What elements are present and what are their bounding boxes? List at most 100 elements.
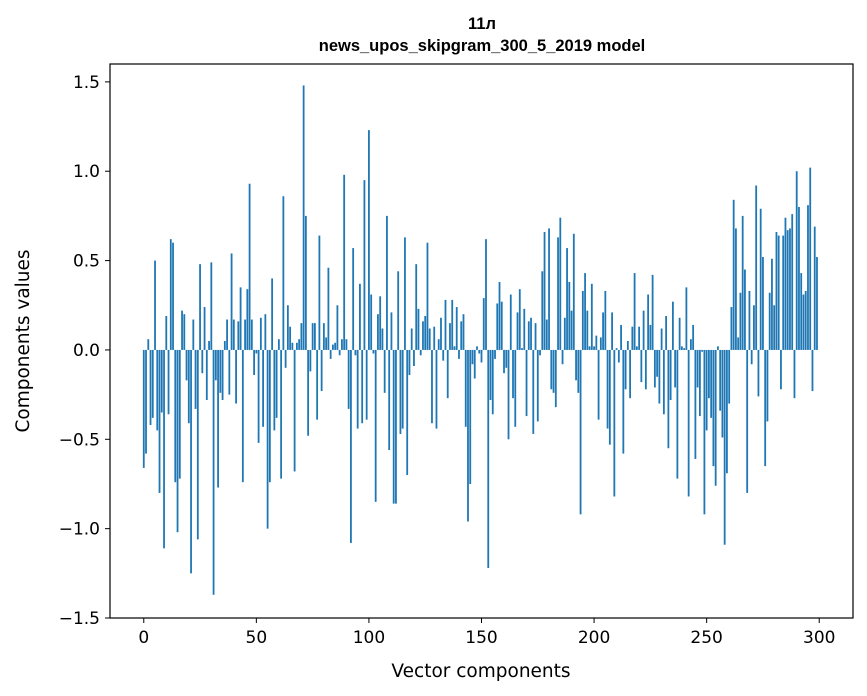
bar [635, 346, 638, 350]
y-tick-label: 0.5 [73, 252, 100, 272]
bar [226, 319, 228, 350]
bar [649, 324, 652, 350]
bar [446, 349, 449, 399]
bar [579, 349, 582, 515]
bar [737, 337, 740, 350]
bar [793, 349, 796, 399]
bar [523, 308, 526, 350]
bar [800, 273, 803, 350]
x-axis-label: Vector components [391, 661, 570, 682]
bar [293, 349, 296, 472]
bar [784, 217, 787, 350]
bar [726, 349, 728, 474]
bar [399, 349, 402, 434]
bar [187, 349, 190, 424]
bar [561, 349, 564, 365]
bar [721, 349, 724, 438]
bar [577, 349, 580, 393]
bar [590, 283, 593, 350]
bar [158, 349, 161, 493]
bar [300, 323, 303, 350]
bar [802, 294, 805, 350]
bar [410, 328, 413, 350]
bar [302, 85, 305, 350]
bar [370, 294, 373, 350]
bar [196, 349, 199, 540]
bar [397, 271, 400, 350]
bar [536, 349, 539, 422]
bar [239, 287, 242, 350]
bar [671, 301, 674, 350]
bar [469, 349, 472, 484]
bar [449, 323, 451, 350]
bar [566, 248, 568, 350]
bar [406, 349, 409, 476]
bar [266, 349, 269, 529]
bar [347, 349, 350, 409]
bar [741, 215, 744, 350]
bar [748, 290, 751, 350]
y-tick-label: 1.5 [73, 73, 100, 93]
bar [257, 349, 260, 443]
bar [395, 349, 397, 504]
bar [464, 349, 467, 427]
bar [419, 349, 422, 356]
bar [413, 349, 415, 367]
y-axis-label: Components values [13, 249, 34, 432]
bar [658, 349, 661, 404]
bar [570, 310, 573, 350]
bar [491, 349, 494, 415]
bar [255, 349, 258, 354]
bar [169, 239, 172, 350]
bar [730, 307, 733, 350]
bar [728, 349, 731, 404]
bar [689, 339, 692, 350]
bar [147, 339, 150, 350]
bar [194, 349, 197, 409]
bar [426, 242, 429, 350]
bar [217, 349, 219, 488]
bar [428, 328, 431, 350]
x-tick-label: 0 [138, 628, 149, 648]
bar [613, 349, 616, 497]
bar [554, 349, 557, 408]
bar [275, 349, 278, 418]
bar [160, 349, 163, 413]
bar [539, 349, 541, 356]
bar [444, 299, 447, 350]
bar [674, 349, 677, 388]
bar [518, 289, 521, 350]
bar [699, 349, 701, 417]
x-tick-label: 200 [578, 628, 610, 648]
bar [313, 323, 316, 350]
bar [629, 349, 631, 399]
bar [568, 282, 571, 350]
bar [581, 290, 584, 350]
bar [804, 290, 807, 350]
bar [320, 349, 323, 392]
bar [485, 239, 487, 350]
bar [705, 349, 708, 431]
bar [656, 349, 659, 377]
bar [683, 348, 686, 350]
bar [453, 346, 456, 350]
bar [766, 349, 769, 422]
bar [482, 298, 485, 350]
bar [692, 324, 695, 350]
bar [489, 349, 492, 400]
bar [660, 328, 663, 350]
bar [422, 321, 424, 350]
bar [813, 226, 816, 350]
bar [334, 342, 337, 350]
bar [295, 342, 298, 350]
bar [183, 314, 186, 350]
bar [381, 328, 384, 350]
bar [608, 349, 611, 445]
bar [653, 349, 656, 388]
bar [451, 299, 454, 350]
bar [622, 349, 625, 454]
bar [750, 349, 753, 365]
y-tick-label: 0.0 [73, 341, 100, 361]
bar [253, 349, 255, 375]
bar [145, 349, 147, 454]
